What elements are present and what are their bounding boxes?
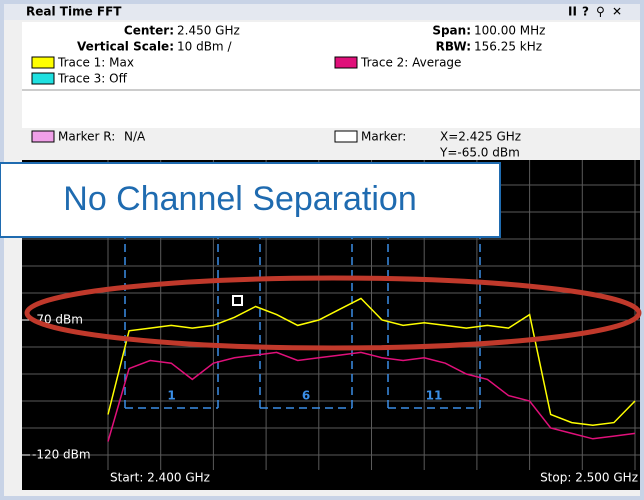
channel-label: 11 [426,389,443,403]
overlay-text: No Channel Separation [63,180,416,218]
info-panel [22,22,640,128]
start-label: Start: 2.400 GHz [110,471,210,485]
marker-y: Y=-65.0 dBm [439,146,520,160]
trace1-swatch[interactable] [31,56,55,69]
highlight-ellipse [24,275,642,351]
marker-r-label: Marker R: [58,130,115,144]
marker-x: X=2.425 GHz [440,130,521,144]
pause-button[interactable]: II [568,5,577,19]
trace [107,351,636,442]
marker-swatch[interactable] [334,130,358,143]
rbw-label: RBW: [436,40,471,54]
span-value: 100.00 MHz [474,24,545,38]
y-tick-label: -120 dBm [32,448,91,462]
vscale-label: Vertical Scale: [77,40,174,54]
vscale-value: 10 dBm / [177,40,232,54]
center-label: Center: [124,24,174,38]
channel-label: 6 [302,389,310,403]
marker-r-swatch[interactable] [31,130,55,143]
close-button[interactable]: ✕ [612,5,622,19]
channel-brackets: 1 6 11 [124,205,481,409]
center-value: 2.450 GHz [177,24,240,38]
stop-label: Stop: 2.500 GHz [540,471,638,485]
help-button[interactable]: ? [582,5,589,19]
span-label: Span: [432,24,471,38]
trace3-label: Trace 3: Off [57,72,128,86]
trace [107,297,636,427]
trace1-label: Trace 1: Max [57,56,134,70]
title-bar [4,4,640,20]
rbw-value: 156.25 kHz [474,40,542,54]
trace2-label: Trace 2: Average [360,56,461,70]
overlay-box [0,162,501,238]
zoom-button[interactable]: ⚲ [596,5,605,19]
trace3-swatch[interactable] [31,72,55,85]
marker-r-value: N/A [124,130,146,144]
marker-label: Marker: [361,130,406,144]
traces [107,297,636,442]
marker-box [232,295,243,306]
title: Real Time FFT [26,5,122,19]
trace2-swatch[interactable] [334,56,358,69]
channel-label: 1 [167,389,175,403]
